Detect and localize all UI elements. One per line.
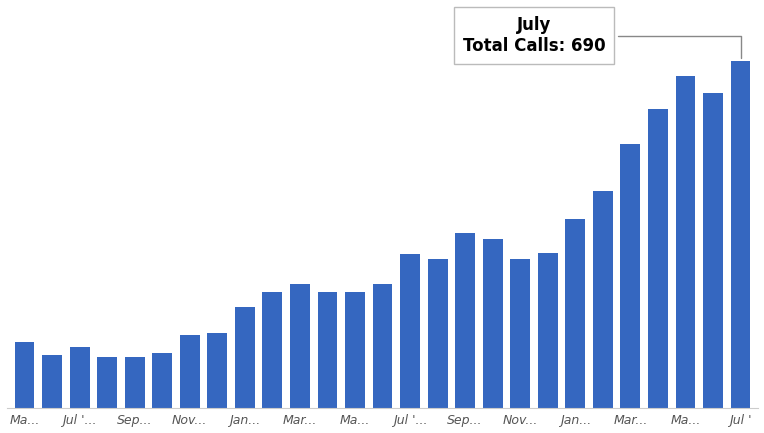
Bar [538, 253, 558, 407]
Bar [345, 292, 365, 407]
Bar [648, 109, 668, 407]
Bar [620, 144, 640, 407]
Text: July
Total Calls: 690: July Total Calls: 690 [463, 16, 740, 58]
Bar [42, 355, 62, 407]
Bar [97, 357, 117, 407]
Bar [675, 76, 695, 407]
Bar [510, 259, 530, 407]
Bar [483, 239, 503, 407]
Bar [290, 284, 310, 407]
Bar [455, 233, 475, 407]
Bar [70, 347, 89, 407]
Bar [235, 307, 254, 407]
Bar [565, 219, 585, 407]
Bar [15, 342, 34, 407]
Bar [180, 335, 199, 407]
Bar [207, 333, 227, 407]
Bar [730, 61, 750, 407]
Bar [400, 254, 420, 407]
Bar [152, 353, 172, 407]
Bar [373, 284, 393, 407]
Bar [703, 94, 723, 407]
Bar [593, 191, 613, 407]
Bar [428, 259, 448, 407]
Bar [125, 357, 144, 407]
Bar [263, 292, 283, 407]
Bar [318, 292, 338, 407]
